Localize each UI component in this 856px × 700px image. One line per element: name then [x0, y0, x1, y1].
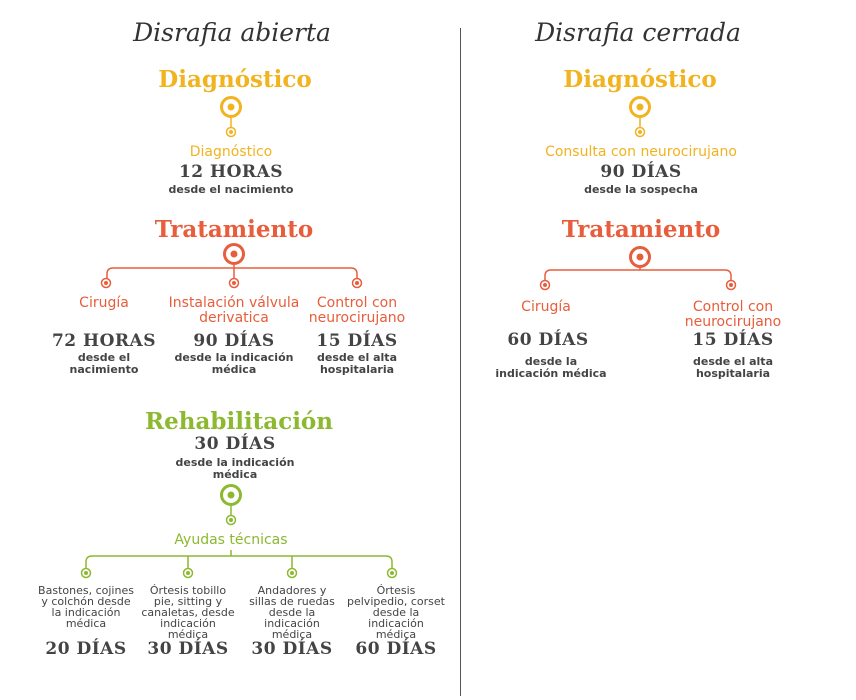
- left-diagnostico-heading: Diagnóstico: [158, 66, 312, 93]
- right-tratamiento-heading: Tratamiento: [561, 216, 721, 243]
- right-diagnostico-node: [629, 96, 651, 138]
- left-rehabilitacion-tree: [80, 484, 398, 579]
- left-tratamiento-heading: Tratamiento: [154, 216, 314, 243]
- left-tratamiento-label-valvula: Instalación válvula derivatica: [168, 295, 300, 326]
- left-tratamiento-sub-cirugia: desde el nacimiento: [69, 351, 139, 376]
- right-tratamiento-value-cirugia: 60 DÍAS: [507, 330, 589, 350]
- ayuda-value-andadores: 30 DÍAS: [251, 639, 333, 659]
- ayuda-value-bastones: 20 DÍAS: [45, 639, 127, 659]
- left-ayudas-label: Ayudas técnicas: [174, 532, 288, 548]
- left-rehabilitacion-sub: desde la indicación médica: [175, 456, 295, 481]
- left-diagnostico-label: Diagnóstico: [189, 144, 273, 160]
- left-tratamiento-tree: [100, 243, 363, 289]
- left-rehabilitacion-heading: Rehabilitación: [145, 408, 333, 435]
- left-tratamiento-label-control: Control con neurocirujano: [308, 295, 406, 326]
- left-tratamiento-value-valvula: 90 DÍAS: [193, 331, 275, 351]
- right-tratamiento-sub-control: desde el alta hospitalaria: [693, 355, 773, 380]
- right-diagnostico-sub: desde la sospecha: [584, 183, 698, 196]
- ayuda-value-ortesis-pelvipedio: 60 DÍAS: [355, 639, 437, 659]
- right-tratamiento-value-control: 15 DÍAS: [692, 330, 774, 350]
- right-tratamiento-tree: [539, 246, 737, 291]
- right-tratamiento-sub-cirugia: desde la indicación médica: [495, 355, 607, 380]
- left-rehabilitacion-value: 30 DÍAS: [194, 434, 276, 454]
- left-tratamiento-sub-valvula: desde la indicación médica: [174, 351, 294, 376]
- left-tratamiento-value-control: 15 DÍAS: [316, 331, 398, 351]
- left-diagnostico-node: [220, 96, 242, 138]
- right-diagnostico-value: 90 DÍAS: [600, 162, 682, 182]
- left-tratamiento-sub-control: desde el alta hospitalaria: [317, 351, 397, 376]
- right-column-title: Disrafia cerrada: [535, 18, 741, 47]
- ayuda-text-bastones: Bastones, cojines y colchón desde la ind…: [38, 584, 134, 630]
- right-diagnostico-heading: Diagnóstico: [563, 66, 717, 93]
- column-divider: [460, 28, 461, 696]
- right-tratamiento-label-control: Control con neurocirujano: [684, 299, 782, 330]
- left-tratamiento-value-cirugia: 72 HORAS: [51, 331, 157, 351]
- left-tratamiento-label-cirugia: Cirugía: [79, 295, 129, 311]
- left-diagnostico-value: 12 HORAS: [178, 162, 284, 182]
- ayuda-text-andadores: Andadores y sillas de ruedas desde la in…: [249, 584, 335, 641]
- ayuda-value-ortesis-tobillo: 30 DÍAS: [147, 639, 229, 659]
- right-tratamiento-label-cirugia: Cirugía: [521, 299, 571, 315]
- left-column-title: Disrafia abierta: [133, 18, 331, 47]
- right-diagnostico-label: Consulta con neurocirujano: [545, 144, 737, 160]
- ayuda-text-ortesis-tobillo: Órtesis tobillo pie, sitting y canaletas…: [141, 584, 235, 641]
- left-diagnostico-sub: desde el nacimiento: [168, 183, 294, 196]
- ayuda-text-ortesis-pelvipedio: Órtesis pelvipedio, corset desde la indi…: [347, 584, 445, 641]
